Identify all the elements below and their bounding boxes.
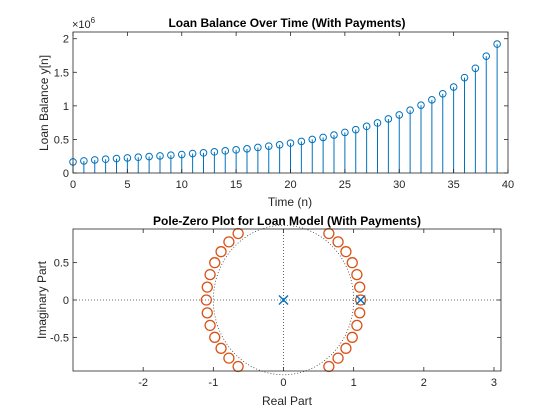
- zero-marker: [210, 258, 220, 268]
- y-tick-label: 1: [63, 101, 69, 113]
- x-tick-label: 2: [421, 377, 427, 389]
- zero-marker: [202, 282, 212, 292]
- zero-marker: [224, 353, 234, 363]
- zero-marker: [216, 247, 226, 257]
- zero-marker: [333, 237, 343, 247]
- zero-marker: [347, 258, 357, 268]
- x-tick-label: 3: [491, 377, 497, 389]
- x-tick-label: 10: [176, 179, 188, 191]
- x-tick-label: 1: [351, 377, 357, 389]
- y-tick-label: 1.5: [54, 67, 69, 79]
- x-tick-label: 20: [284, 179, 296, 191]
- zero-marker: [205, 270, 215, 280]
- x-axis-label: Time (n): [268, 195, 312, 209]
- zero-marker: [341, 343, 351, 353]
- chart-title: Loan Balance Over Time (With Payments): [168, 16, 405, 30]
- y-tick-label: 0: [63, 168, 69, 180]
- zero-marker: [352, 270, 362, 280]
- x-axis-label: Real Part: [262, 394, 313, 408]
- y-axis-label: Imaginary Part: [35, 260, 49, 339]
- zero-marker: [216, 343, 226, 353]
- y-tick-label: 0.5: [54, 134, 69, 146]
- zero-marker: [224, 237, 234, 247]
- y-tick-label: 0: [63, 295, 69, 307]
- y-tick-label: 0.5: [54, 258, 69, 270]
- zero-marker: [347, 332, 357, 342]
- x-tick-label: 15: [230, 179, 242, 191]
- zero-marker: [324, 228, 334, 238]
- x-tick-label: -1: [208, 377, 218, 389]
- x-tick-label: 0: [280, 377, 286, 389]
- zero-marker: [233, 228, 243, 238]
- x-tick-label: 40: [502, 179, 514, 191]
- zero-marker: [324, 362, 334, 372]
- x-tick-label: -2: [138, 377, 148, 389]
- zero-marker: [205, 320, 215, 330]
- pole-marker: [356, 296, 365, 305]
- x-tick-label: 0: [70, 179, 76, 191]
- loan-balance-chart: Loan Balance Over Time (With Payments) ×…: [37, 16, 514, 209]
- x-tick-label: 25: [339, 179, 351, 191]
- y-tick-label: -0.5: [50, 332, 69, 344]
- zero-marker: [333, 353, 343, 363]
- zero-marker: [355, 308, 365, 318]
- zero-marker: [341, 247, 351, 257]
- x-tick-label: 5: [124, 179, 130, 191]
- x-tick-label: 30: [393, 179, 405, 191]
- zero-marker: [352, 320, 362, 330]
- x-tick-label: 35: [448, 179, 460, 191]
- y-axis-label: Loan Balance y[n]: [37, 55, 51, 151]
- zero-marker: [233, 362, 243, 372]
- zero-marker: [355, 282, 365, 292]
- pole-zero-chart: Pole-Zero Plot for Loan Model (With Paym…: [35, 214, 501, 408]
- y-tick-label: 2: [63, 34, 69, 46]
- zero-marker: [210, 332, 220, 342]
- y-exponent-label: ×106: [72, 16, 96, 31]
- chart-title: Pole-Zero Plot for Loan Model (With Paym…: [153, 214, 421, 228]
- zero-marker: [202, 308, 212, 318]
